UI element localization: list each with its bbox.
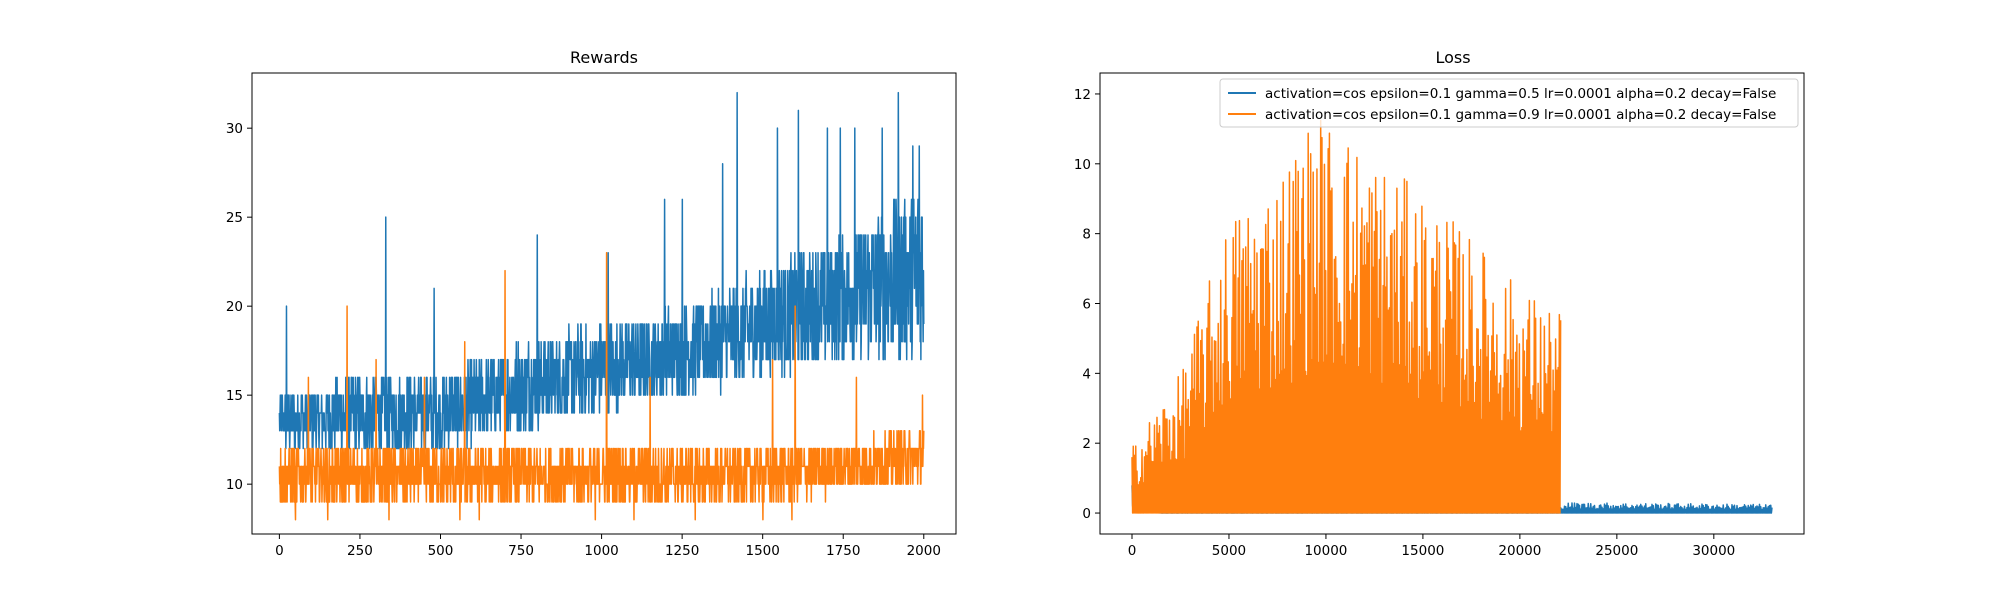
y-tick-label: 10 (1074, 157, 1091, 173)
x-tick-label: 1750 (826, 543, 860, 559)
x-tick-label: 10000 (1304, 543, 1347, 559)
rewards-series-1-line (278, 91, 925, 450)
rewards-chart-title: Rewards (570, 48, 638, 67)
legend-label-2: activation=cos epsilon=0.1 gamma=0.9 lr=… (1265, 107, 1776, 123)
x-tick-label: 5000 (1212, 543, 1246, 559)
legend-box (1219, 78, 1799, 128)
x-tick-label: 1500 (746, 543, 780, 559)
x-tick-label: 25000 (1595, 543, 1638, 559)
x-tick-label: 250 (347, 543, 373, 559)
y-tick-label: 8 (1082, 227, 1091, 243)
legend-label-1: activation=cos epsilon=0.1 gamma=0.5 lr=… (1265, 86, 1776, 102)
x-tick-label: 15000 (1401, 543, 1444, 559)
rewards-chart: Rewards 0 250 500 750 1000 1250 1500 1750 2000 10… (226, 48, 957, 559)
y-tick-label: 10 (226, 477, 243, 493)
loss-series-2-line (1131, 119, 1562, 514)
y-tick-label: 15 (226, 388, 243, 404)
y-tick-label: 20 (226, 299, 243, 315)
x-tick-label: 2000 (907, 543, 941, 559)
loss-chart: Loss 0 5000 10000 15000 20000 25000 30000 0 2 4 6 8… (1074, 48, 1805, 559)
y-tick-label: 2 (1082, 436, 1091, 452)
rewards-series-2-line (278, 252, 925, 521)
x-tick-label: 0 (275, 543, 284, 559)
loss-legend: activation=cos epsilon=0.1 gamma=0.5 lr=… (1219, 78, 1799, 128)
x-tick-label: 1000 (584, 543, 618, 559)
y-tick-label: 6 (1082, 297, 1091, 313)
x-tick-label: 0 (1128, 543, 1137, 559)
rewards-plot-area: 0 250 500 750 1000 1250 1500 1750 2000 10 15 20 25 30 (226, 72, 957, 559)
x-tick-label: 30000 (1692, 543, 1735, 559)
loss-chart-title: Loss (1435, 48, 1470, 67)
y-tick-label: 0 (1082, 506, 1091, 522)
rewards-axes-frame (251, 72, 957, 535)
y-tick-label: 30 (226, 121, 243, 137)
y-tick-label: 12 (1074, 87, 1091, 103)
x-tick-label: 500 (428, 543, 454, 559)
x-tick-label: 20000 (1498, 543, 1541, 559)
loss-plot-area: 0 5000 10000 15000 20000 25000 30000 0 2 4 6 8 10 12 a… (1074, 72, 1805, 559)
y-tick-label: 25 (226, 210, 243, 226)
x-tick-label: 750 (508, 543, 534, 559)
y-tick-label: 4 (1082, 366, 1091, 382)
x-tick-label: 1250 (665, 543, 699, 559)
